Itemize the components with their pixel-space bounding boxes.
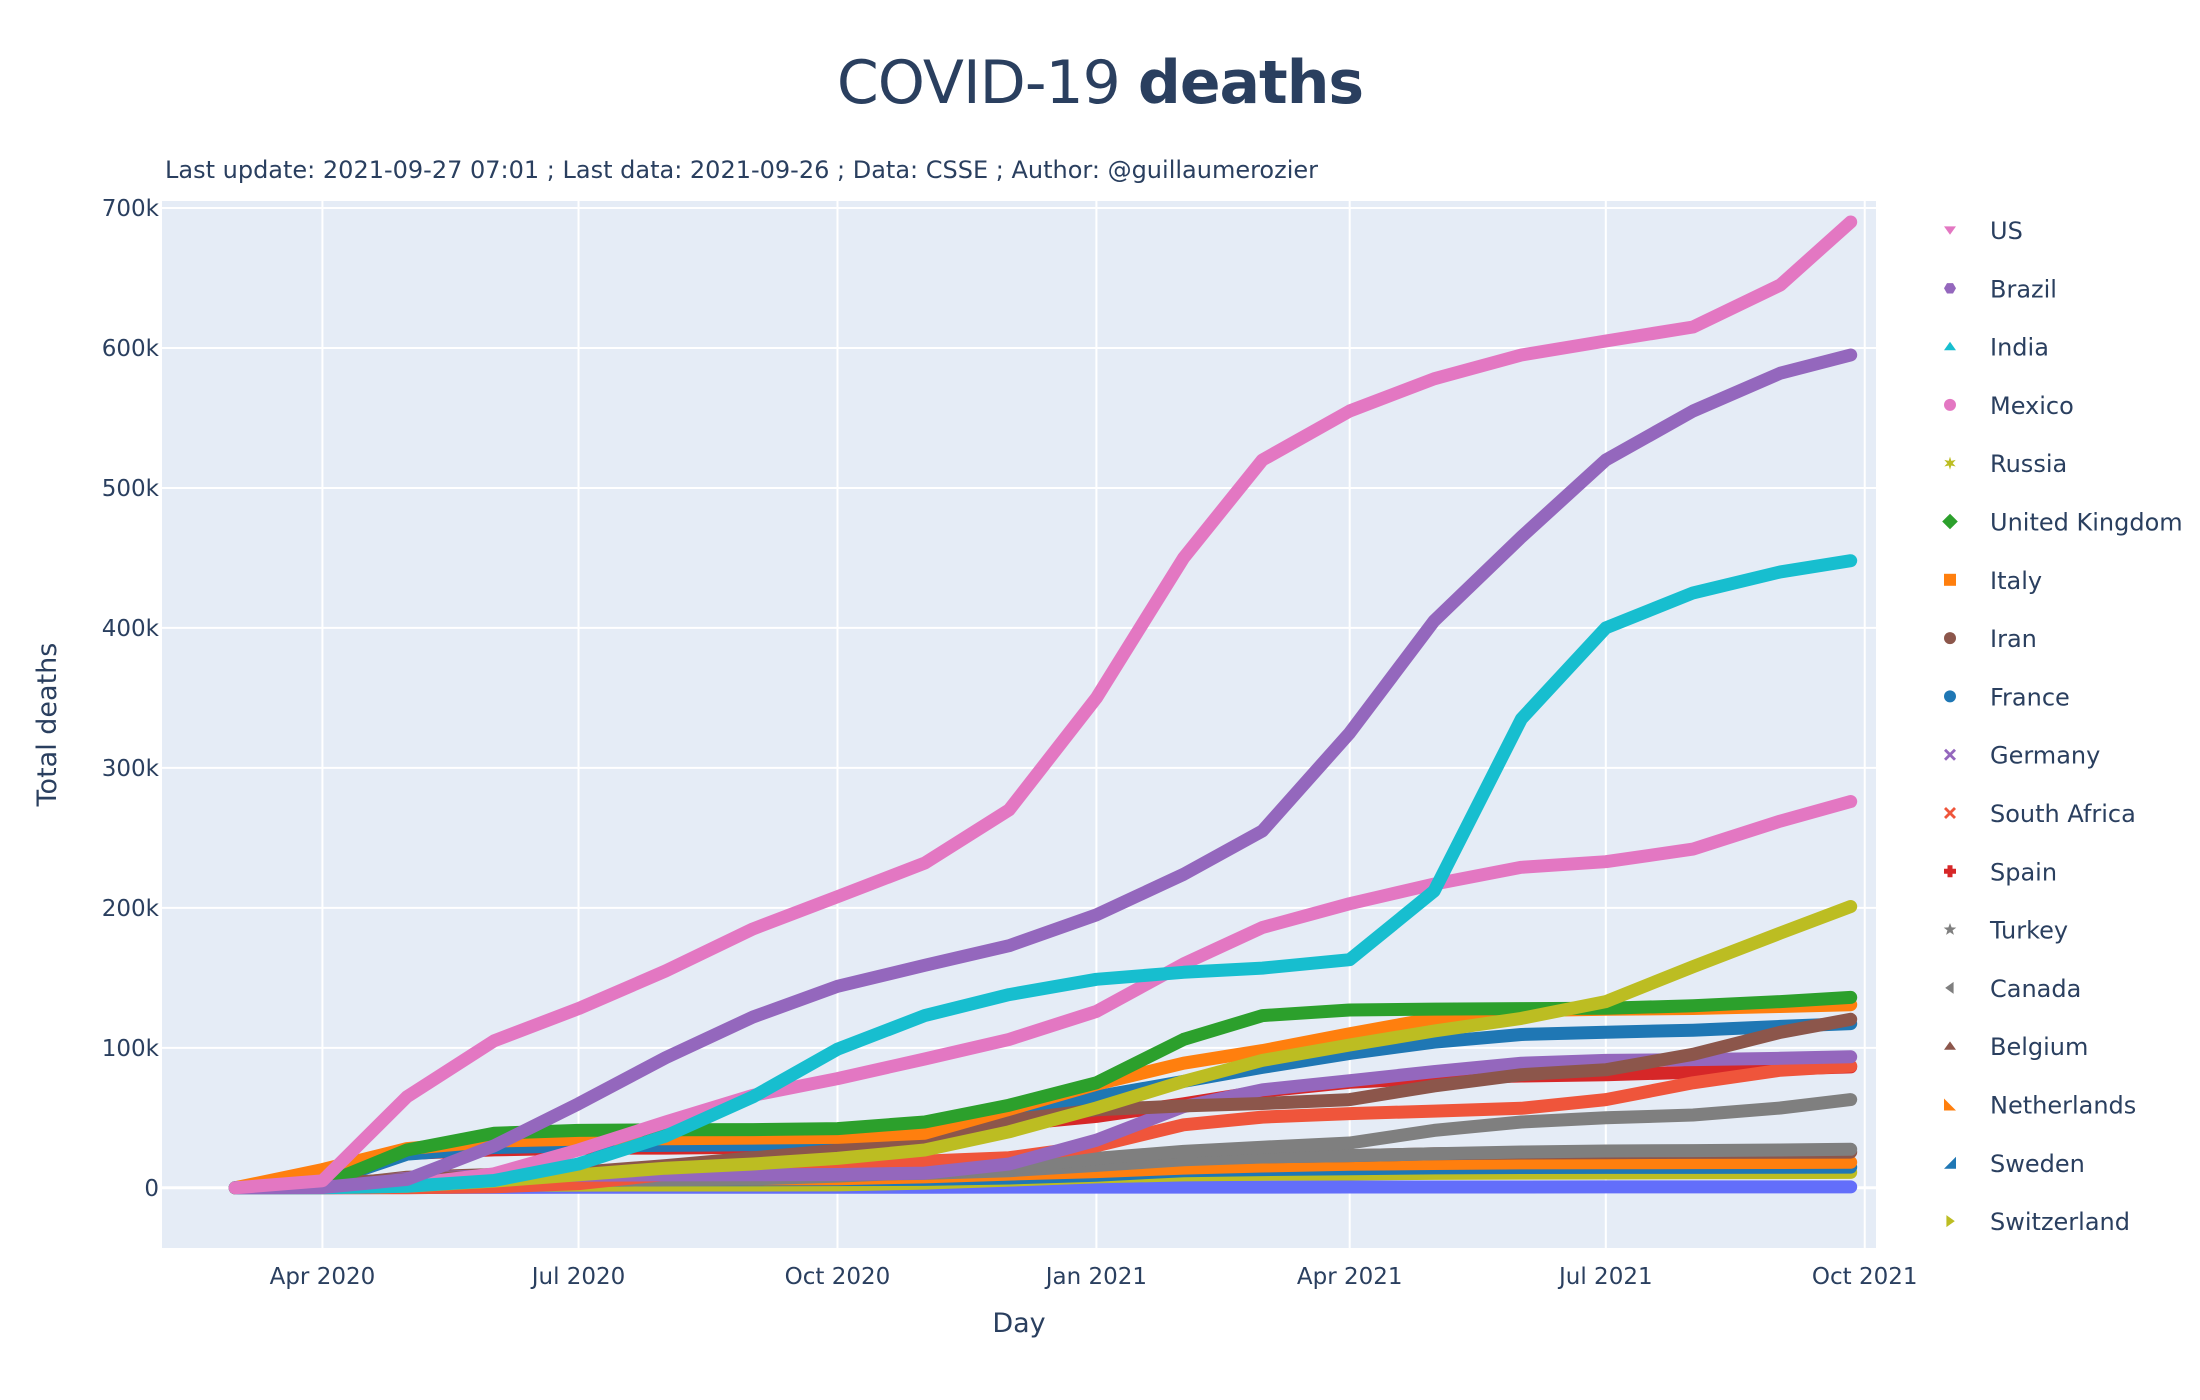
legend-marker-triangle-down-icon bbox=[1944, 226, 1956, 235]
legend-item-russia[interactable]: Russia bbox=[1944, 450, 2067, 478]
legend-marker-cross-icon bbox=[1944, 865, 1956, 878]
y-tick-label: 200k bbox=[102, 896, 160, 922]
legend-label: US bbox=[1990, 217, 2023, 245]
x-tick-label: Oct 2021 bbox=[1812, 1264, 1918, 1290]
legend-item-india[interactable]: India bbox=[1944, 334, 2049, 362]
chart-subtitle: Last update: 2021-09-27 07:01 ; Last dat… bbox=[165, 156, 1319, 184]
y-tick-label: 700k bbox=[102, 196, 160, 222]
x-tick-label: Jul 2021 bbox=[1557, 1264, 1653, 1290]
y-tick-label: 500k bbox=[102, 476, 160, 502]
legend-marker-triangle-up-icon bbox=[1944, 341, 1956, 351]
legend-marker-triangle-left-icon bbox=[1945, 981, 1954, 994]
legend-item-italy[interactable]: Italy bbox=[1944, 567, 2042, 595]
legend-marker-circle-icon bbox=[1944, 632, 1956, 645]
legend-item-france[interactable]: France bbox=[1944, 683, 2070, 711]
x-axis-title: Day bbox=[992, 1308, 1045, 1339]
chart-title-regular: COVID-19 bbox=[836, 48, 1138, 118]
legend-label: Sweden bbox=[1990, 1150, 2085, 1178]
x-tick-label: Apr 2021 bbox=[1297, 1264, 1403, 1290]
x-tick-label: Apr 2020 bbox=[270, 1264, 376, 1290]
legend-marker-triangle-se-icon bbox=[1944, 1098, 1956, 1111]
legend[interactable]: US Brazil India Mexico Russia United Kingdom I… bbox=[1942, 217, 2183, 1236]
series-line[interactable] bbox=[228, 348, 1858, 1195]
legend-item-iran[interactable]: Iran bbox=[1944, 625, 2037, 653]
chart-title: COVID-19 deaths bbox=[0, 48, 2200, 118]
y-tick-label: 100k bbox=[102, 1036, 160, 1062]
legend-item-sweden[interactable]: Sweden bbox=[1944, 1150, 2085, 1178]
legend-marker-x-thin-icon bbox=[1944, 807, 1956, 819]
legend-item-brazil[interactable]: Brazil bbox=[1944, 275, 2057, 303]
legend-marker-square-icon bbox=[1944, 573, 1956, 586]
legend-marker-triangle-right-icon bbox=[1946, 1215, 1955, 1228]
legend-label: Canada bbox=[1990, 975, 2081, 1003]
y-gridlines bbox=[162, 206, 1876, 1190]
legend-marker-triangle-sw-icon bbox=[1944, 1156, 1956, 1169]
legend-item-united-kingdom[interactable]: United Kingdom bbox=[1942, 509, 2183, 537]
legend-item-south-africa[interactable]: South Africa bbox=[1944, 800, 2136, 828]
legend-label: Mexico bbox=[1990, 392, 2074, 420]
y-tick-label: 600k bbox=[102, 336, 160, 362]
legend-label: Russia bbox=[1990, 450, 2067, 478]
legend-label: Brazil bbox=[1990, 275, 2057, 303]
legend-item-spain[interactable]: Spain bbox=[1944, 858, 2057, 886]
legend-marker-triangle-up-icon bbox=[1944, 1041, 1956, 1050]
x-tick-labels: Apr 2020 Jul 2020 Oct 2020 Jan 2021 Apr 2021… bbox=[270, 1264, 1918, 1290]
legend-item-mexico[interactable]: Mexico bbox=[1944, 392, 2074, 420]
series-line[interactable] bbox=[228, 554, 1858, 1195]
legend-marker-x-icon bbox=[1944, 748, 1956, 761]
y-axis-title: Total deaths bbox=[32, 643, 63, 808]
legend-label: Belgium bbox=[1990, 1033, 2088, 1061]
legend-marker-circle-icon bbox=[1944, 690, 1956, 703]
legend-label: Iran bbox=[1990, 625, 2037, 653]
legend-item-us[interactable]: US bbox=[1944, 217, 2023, 245]
legend-label: United Kingdom bbox=[1990, 509, 2183, 537]
legend-item-belgium[interactable]: Belgium bbox=[1944, 1033, 2088, 1061]
legend-marker-hexagon-icon bbox=[1944, 283, 1956, 294]
series-line[interactable] bbox=[228, 795, 1858, 1195]
traces bbox=[228, 215, 1858, 1195]
legend-label: Netherlands bbox=[1990, 1092, 2136, 1120]
legend-label: South Africa bbox=[1990, 800, 2136, 828]
y-tick-labels: 0 100k 200k 300k 400k 500k 600k 700k bbox=[102, 196, 160, 1202]
trace-brazil[interactable] bbox=[228, 348, 1858, 1195]
y-tick-label: 300k bbox=[102, 756, 160, 782]
legend-label: Germany bbox=[1990, 742, 2100, 770]
x-tick-label: Oct 2020 bbox=[785, 1264, 891, 1290]
chart-title-bold: deaths bbox=[1137, 48, 1364, 118]
legend-item-turkey[interactable]: Turkey bbox=[1943, 917, 2068, 945]
legend-label: Turkey bbox=[1989, 917, 2068, 945]
legend-item-netherlands[interactable]: Netherlands bbox=[1944, 1092, 2136, 1120]
x-tick-label: Jul 2020 bbox=[530, 1264, 626, 1290]
legend-label: Italy bbox=[1990, 567, 2042, 595]
legend-marker-star-6-icon bbox=[1944, 456, 1956, 470]
y-tick-label: 400k bbox=[102, 616, 160, 642]
legend-marker-diamond-icon bbox=[1942, 513, 1958, 530]
legend-item-canada[interactable]: Canada bbox=[1945, 975, 2081, 1003]
legend-label: France bbox=[1990, 683, 2070, 711]
series-line[interactable] bbox=[228, 215, 1858, 1195]
x-tick-label: Jan 2021 bbox=[1044, 1264, 1147, 1290]
legend-marker-star-icon bbox=[1943, 923, 1957, 935]
legend-item-switzerland[interactable]: Switzerland bbox=[1946, 1208, 2130, 1236]
legend-marker-circle-icon bbox=[1944, 398, 1956, 411]
legend-label: India bbox=[1990, 334, 2049, 362]
trace-india[interactable] bbox=[228, 554, 1858, 1195]
legend-item-germany[interactable]: Germany bbox=[1944, 742, 2100, 770]
trace-us[interactable] bbox=[228, 215, 1858, 1195]
legend-label: Spain bbox=[1990, 858, 2057, 886]
y-tick-label: 0 bbox=[144, 1176, 159, 1202]
legend-label: Switzerland bbox=[1990, 1208, 2130, 1236]
